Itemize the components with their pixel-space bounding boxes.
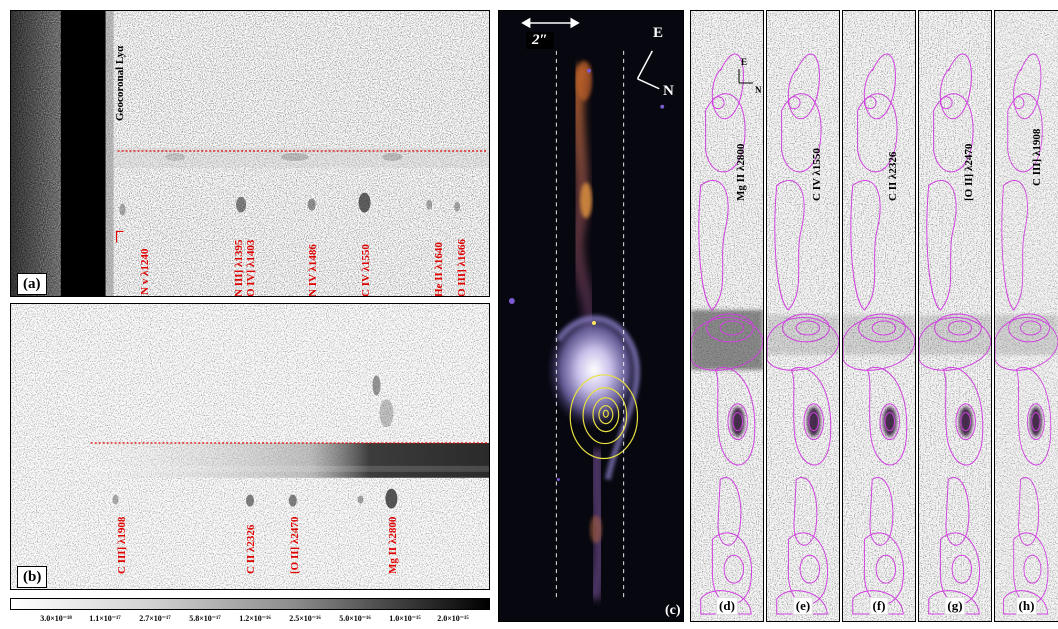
line-label-mgii: Mg II λ2800 [387, 516, 399, 574]
line-label-niv: N IV λ1486 [307, 244, 319, 297]
line-image-panel-h: C III] λ1908 (h) [994, 10, 1058, 622]
compass-arrows-icon [738, 69, 753, 84]
panel-label: (h) [1015, 597, 1038, 615]
colorbar-tick: 1.0×10⁻¹⁵ [389, 614, 421, 623]
contour-map [843, 11, 915, 621]
line-label-oii: [O II] λ2470 [289, 516, 301, 574]
color-image-panel-c: E N (c) [498, 10, 684, 622]
nebula-image [499, 11, 683, 621]
strip-line-label: C III] λ1908 [1031, 128, 1043, 186]
panel-label-a: (a) [17, 273, 47, 295]
colorbar-tick: 2.5×10⁻¹⁶ [289, 614, 321, 623]
strip-compass-e: E [741, 57, 748, 67]
strip-line-label: Mg II λ2800 [735, 143, 747, 201]
panel-label: (g) [944, 597, 966, 615]
line-label-heii: He II λ1640 [433, 242, 445, 297]
line-image-panel-g: [O II] λ2470 (g) [918, 10, 992, 622]
spectrum-panel-a: Geocoronal Lyα N v λ1240 N III] λ1395 O … [10, 10, 490, 297]
line-label-civ: C IV λ1550 [360, 244, 372, 297]
contour-map [995, 11, 1058, 621]
line-image-panel-d: Mg II λ2800 E N (d) [690, 10, 764, 622]
colorbar [10, 598, 490, 610]
spectrum-b-image [11, 304, 489, 589]
geocoronal-label: Geocoronal Lyα [114, 45, 126, 121]
panel-label: (f) [869, 597, 889, 615]
compass-e-label: E [653, 25, 664, 41]
colorbar-tick: 5.8×10⁻¹⁷ [189, 614, 221, 623]
scale-bar-label: 2″ [526, 32, 554, 49]
spectrum-a-image [11, 11, 489, 296]
contour-map [767, 11, 839, 621]
colorbar-tick: 2.0×10⁻¹⁵ [437, 614, 469, 623]
line-label-nv: N v λ1240 [139, 248, 151, 295]
strip-line-label: C II λ2326 [887, 151, 899, 201]
line-label-niii: N III] λ1395 [233, 239, 245, 297]
strip-line-label: C IV λ1550 [811, 148, 823, 201]
strip-line-label: [O II] λ2470 [963, 143, 975, 201]
compass-n-label: N [663, 83, 674, 99]
colorbar-tick: 2.7×10⁻¹⁷ [139, 614, 171, 623]
colorbar-tick: 1.1×10⁻¹⁷ [89, 614, 121, 623]
spectrum-panel-b: C III] λ1908 C II λ2326 [O II] λ2470 Mg … [10, 303, 490, 590]
strip-compass-n: N [755, 85, 762, 95]
line-label-cii: C II λ2326 [245, 524, 257, 574]
colorbar-tick: 1.2×10⁻¹⁶ [239, 614, 271, 623]
line-label-oiv: O IV] λ1403 [245, 239, 257, 297]
panel-label-c: (c) [665, 603, 681, 618]
line-label-ciii: C III] λ1908 [116, 516, 128, 574]
line-image-panel-f: C II λ2326 (f) [842, 10, 916, 622]
line-label-oiii: O III] λ1666 [456, 239, 468, 297]
contour-map [691, 11, 763, 621]
line-image-panel-e: C IV λ1550 (e) [766, 10, 840, 622]
colorbar-tick: 3.0×10⁻¹⁸ [40, 614, 72, 623]
contour-map [919, 11, 991, 621]
colorbar-tick: 5.0×10⁻¹⁶ [339, 614, 371, 623]
panel-label-b: (b) [17, 566, 48, 588]
panel-label: (e) [792, 597, 814, 615]
panel-label: (d) [716, 597, 738, 615]
